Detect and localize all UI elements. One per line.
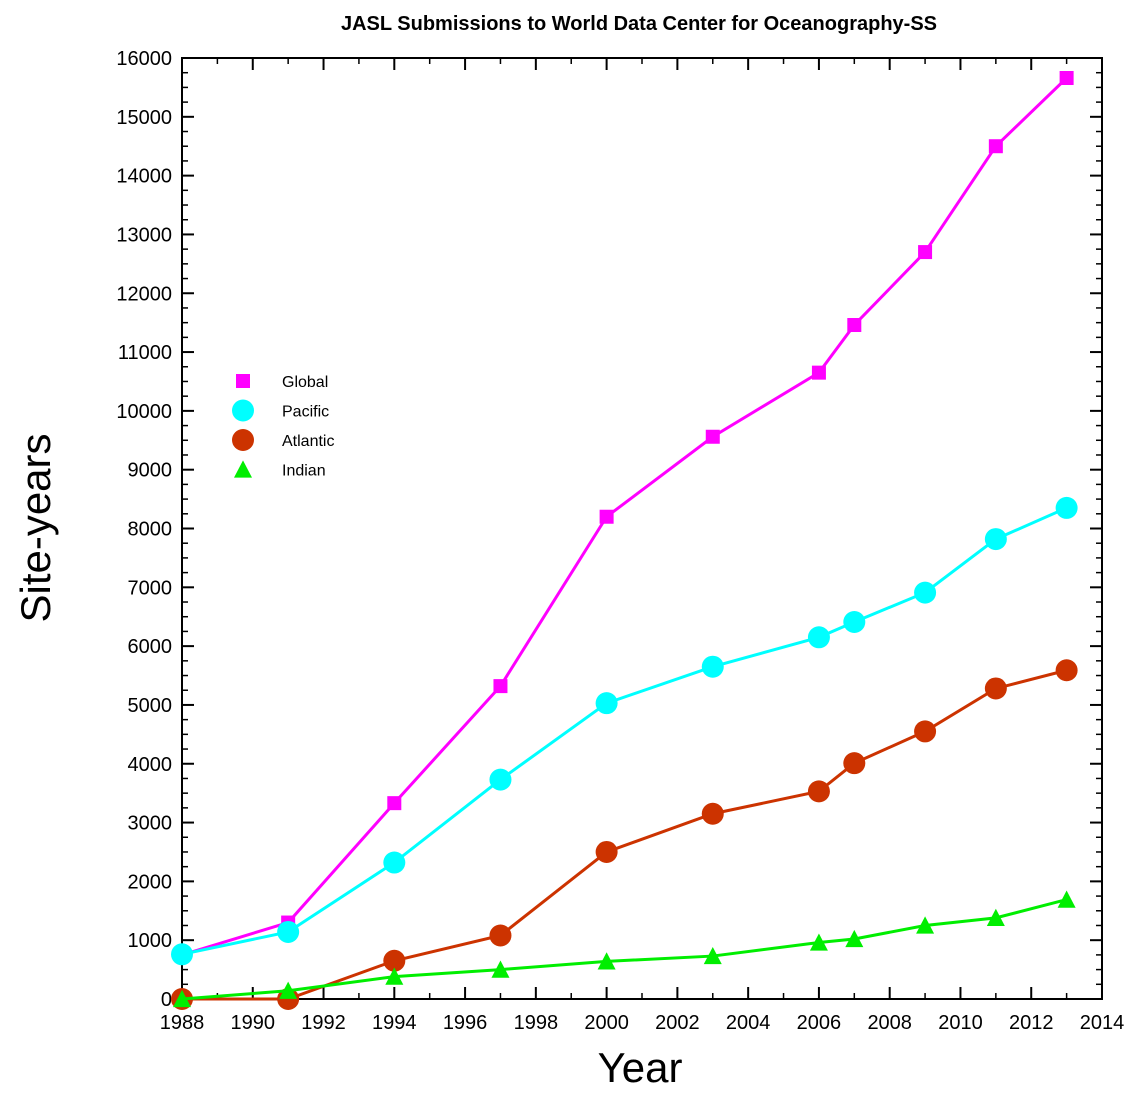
plot-frame: [181, 57, 1103, 1000]
y-tick-label: 11000: [118, 342, 172, 364]
legend-label-pacific: Pacific: [282, 404, 329, 421]
data-point-global: [1059, 70, 1074, 85]
data-point-atlantic: [701, 802, 724, 825]
x-tick-label: 2004: [726, 1012, 771, 1034]
data-point-indian: [279, 981, 298, 999]
y-tick-label: 9000: [128, 460, 173, 482]
legend-marker-global: [236, 374, 250, 388]
y-tick-label: 12000: [116, 283, 172, 305]
legend: Global Pacific Atlantic Indian: [232, 374, 334, 480]
data-point-atlantic: [843, 752, 866, 775]
y-tick-label: 5000: [128, 695, 173, 717]
data-point-pacific: [984, 528, 1007, 551]
data-point-pacific: [914, 581, 937, 604]
series-pacific: [171, 496, 1078, 966]
x-tick-label: 1998: [514, 1012, 559, 1034]
x-tick-label: 2000: [584, 1012, 629, 1034]
data-point-indian: [845, 929, 864, 948]
data-point-global: [705, 429, 720, 444]
data-point-pacific: [843, 611, 866, 634]
x-axis-title: Year: [598, 1044, 683, 1091]
data-point-pacific: [1055, 496, 1078, 519]
y-tick-label: 14000: [116, 166, 172, 188]
data-point-indian: [173, 989, 191, 1008]
x-tick-label: 1994: [372, 1012, 417, 1034]
x-axis: 1988 1990 1992 1994 1996 1998 2000 2002 2004 2006…: [160, 58, 1125, 1034]
data-point-atlantic: [489, 924, 512, 947]
data-point-atlantic: [984, 677, 1007, 700]
data-point-global: [811, 365, 826, 380]
data-point-global: [847, 318, 862, 333]
y-tick-label: 7000: [128, 577, 173, 599]
y-tick-label: 16000: [116, 48, 172, 70]
data-point-pacific: [595, 692, 618, 715]
x-tick-label: 2002: [655, 1012, 700, 1034]
data-point-indian: [703, 946, 722, 965]
data-point-indian: [385, 967, 404, 985]
legend-marker-atlantic: [232, 429, 254, 451]
y-tick-label: 13000: [116, 224, 172, 246]
data-point-pacific: [701, 655, 724, 678]
data-point-atlantic: [1055, 659, 1078, 682]
data-point-pacific: [277, 920, 300, 943]
x-tick-label: 2012: [1009, 1012, 1054, 1034]
data-point-atlantic: [595, 840, 618, 863]
series-line-atlantic: [182, 668, 1067, 1001]
y-axis: 0 1000 2000 3000 4000 5000 6000 7000 8000 9000 100…: [116, 48, 1102, 1011]
data-point-atlantic: [807, 780, 830, 803]
y-tick-label: 2000: [128, 871, 173, 893]
y-tick-label: 6000: [128, 636, 173, 658]
legend-label-global: Global: [282, 374, 328, 391]
data-point-indian: [491, 960, 510, 978]
y-tick-label: 8000: [128, 519, 173, 541]
y-tick-label: 10000: [116, 401, 172, 423]
series-indian: [173, 890, 1076, 1008]
y-tick-label: 1000: [128, 930, 173, 952]
y-tick-label: 3000: [128, 813, 173, 835]
data-point-global: [988, 139, 1003, 154]
data-point-global: [493, 679, 508, 694]
x-tick-label: 1996: [443, 1012, 488, 1034]
series-atlantic: [171, 659, 1078, 1010]
data-point-indian: [1057, 890, 1076, 908]
data-point-pacific: [383, 851, 406, 874]
y-tick-label: 15000: [116, 107, 172, 129]
y-tick-label: 4000: [128, 754, 173, 776]
data-point-indian: [986, 908, 1005, 926]
x-tick-label: 1992: [301, 1012, 346, 1034]
x-tick-label: 2006: [797, 1012, 842, 1034]
x-tick-label: 1990: [231, 1012, 276, 1034]
data-point-indian: [916, 916, 935, 934]
data-point-atlantic: [383, 949, 406, 972]
data-point-indian: [809, 933, 828, 951]
data-point-indian: [597, 952, 616, 970]
data-point-global: [387, 796, 402, 811]
x-tick-label: 2008: [867, 1012, 912, 1034]
data-point-atlantic: [914, 720, 937, 743]
y-tick-label: 0: [161, 989, 172, 1011]
series-global: [175, 70, 1074, 962]
legend-marker-pacific: [232, 399, 254, 422]
y-axis-title: Site-years: [12, 433, 59, 622]
data-point-pacific: [807, 626, 830, 649]
x-tick-label: 2010: [938, 1012, 983, 1034]
x-tick-label: 2014: [1080, 1012, 1125, 1034]
x-tick-label: 1988: [160, 1012, 205, 1034]
data-point-pacific: [171, 943, 193, 966]
legend-label-atlantic: Atlantic: [282, 433, 334, 450]
data-point-global: [599, 509, 614, 524]
legend-label-indian: Indian: [282, 463, 326, 480]
series-layer: [171, 70, 1078, 1010]
data-point-global: [918, 245, 933, 260]
data-point-pacific: [489, 768, 512, 791]
chart-title: JASL Submissions to World Data Center fo…: [341, 13, 937, 35]
legend-marker-indian: [234, 460, 252, 478]
series-line-global: [181, 76, 1068, 957]
